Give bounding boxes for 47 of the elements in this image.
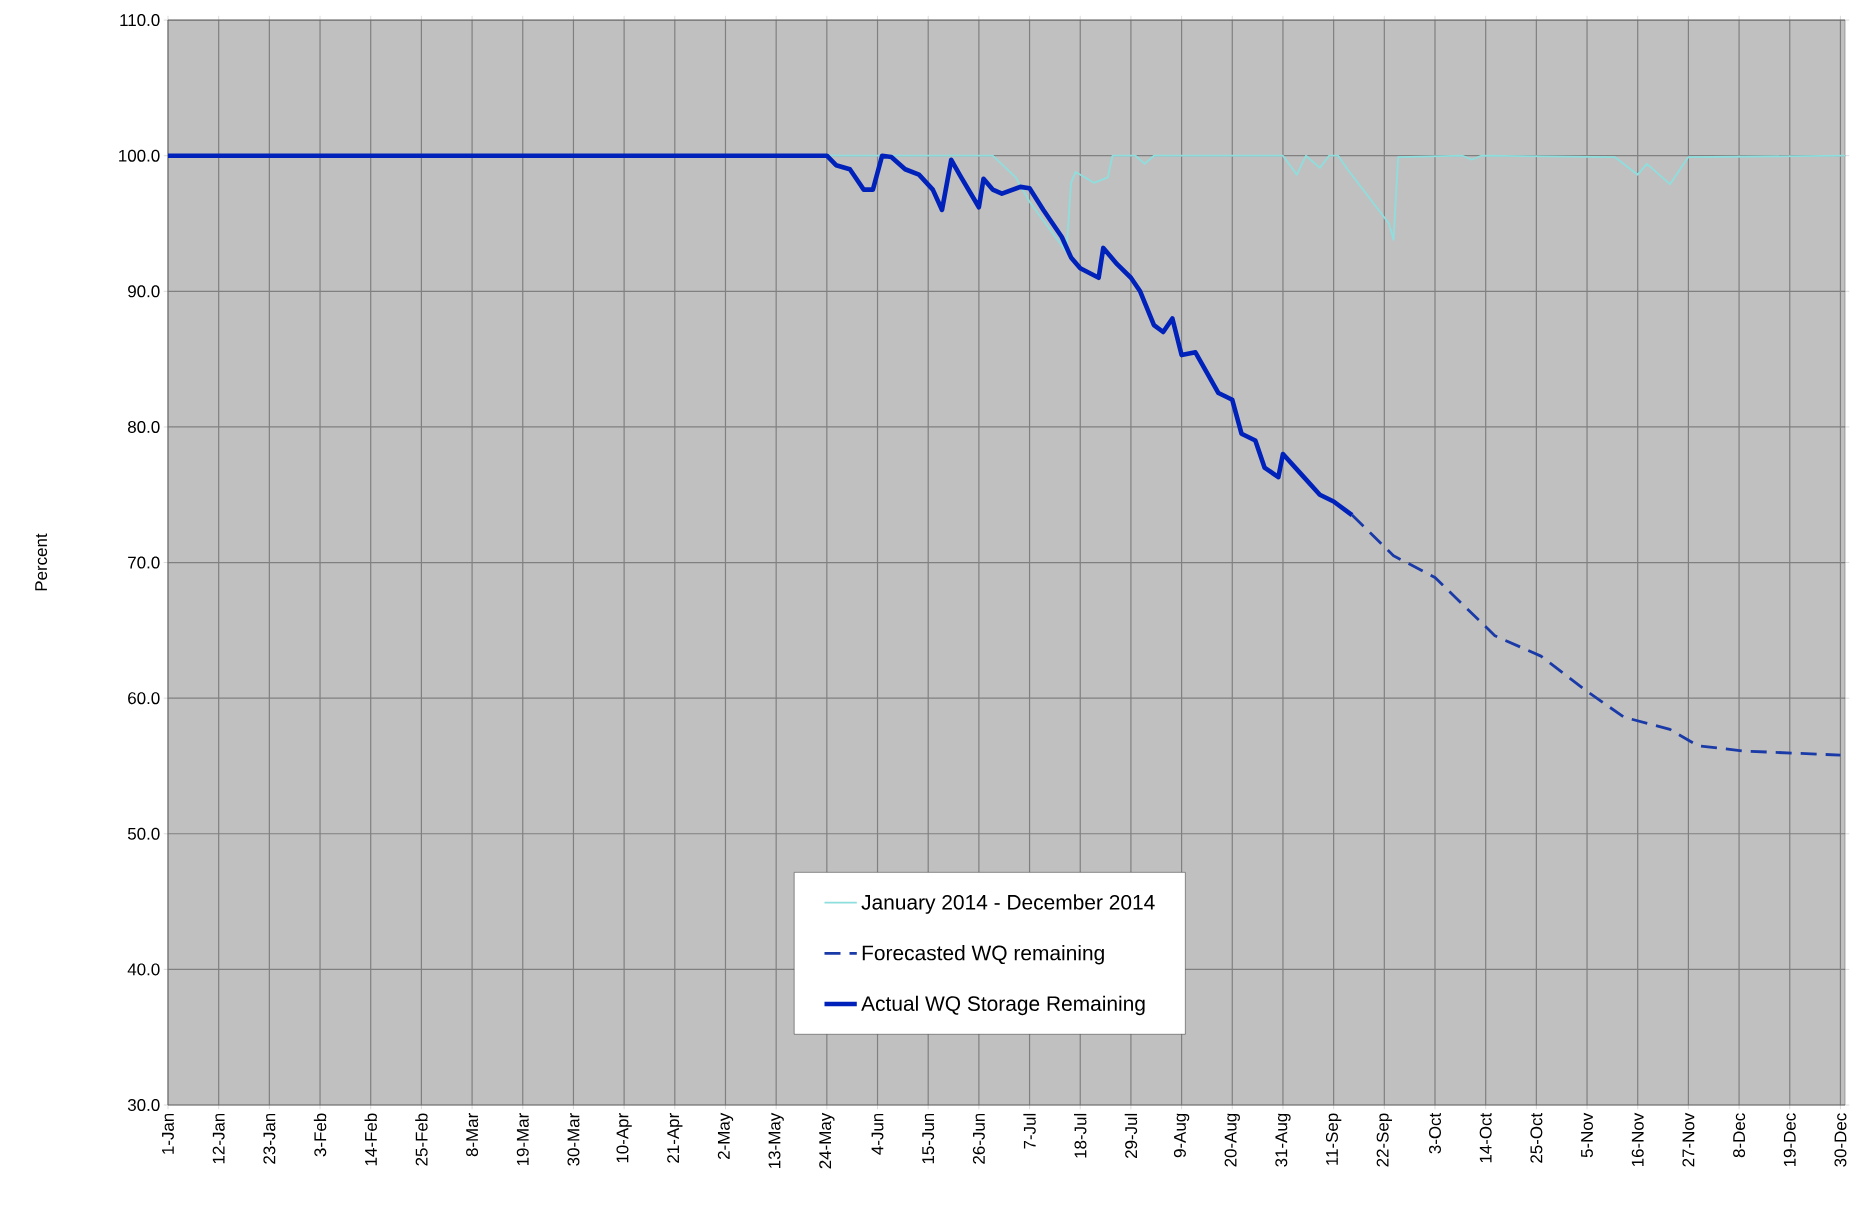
x-tick-label: 19-Dec <box>1783 1113 1796 1167</box>
x-tick-label: 2-May <box>717 1112 734 1159</box>
y-tick-label: 50.0 <box>127 827 160 840</box>
x-tick-label: 1-Jan <box>162 1113 174 1154</box>
y-tick-label: 40.0 <box>127 963 160 976</box>
x-tick-label: 12-Jan <box>212 1113 225 1164</box>
x-tick-label: 8-Dec <box>1733 1113 1746 1158</box>
x-tick-label: 13-May <box>768 1112 784 1168</box>
y-tick-label: 80.0 <box>128 420 160 433</box>
x-tick-label: 21-Apr <box>667 1113 683 1163</box>
x-tick-label: 24-May <box>819 1112 835 1169</box>
x-tick-label: 23-Jan <box>263 1113 276 1164</box>
x-tick-label: 31-Aug <box>1275 1113 1291 1167</box>
y-tick-label: 70.0 <box>128 556 160 569</box>
y-tick-label: 100.0 <box>119 149 160 162</box>
x-tick-label: 20-Aug <box>1224 1113 1240 1167</box>
y-tick-label: 60.0 <box>128 692 160 705</box>
x-tick-label: 25-Oct <box>1530 1112 1543 1163</box>
x-tick-label: 5-Nov <box>1581 1112 1593 1158</box>
legend-label: Actual WQ Storage Remaining <box>861 995 1145 1016</box>
y-tick-label: 90.0 <box>128 285 160 298</box>
x-tick-label: 25-Feb <box>415 1113 428 1166</box>
legend-label: January 2014 - December 2014 <box>861 894 1155 914</box>
y-tick-label: 110.0 <box>120 14 160 27</box>
x-tick-label: 19-Mar <box>516 1113 529 1166</box>
x-tick-label: 3-Oct <box>1429 1112 1441 1154</box>
x-tick-label: 7-Jul <box>1023 1113 1036 1149</box>
x-tick-label: 4-Jun <box>871 1113 884 1155</box>
x-tick-label: 30-Dec <box>1834 1113 1847 1167</box>
x-tick-label: 15-Jun <box>922 1113 935 1164</box>
x-tick-label: 18-Jul <box>1074 1113 1087 1158</box>
x-tick-label: 27-Nov <box>1682 1112 1695 1167</box>
x-tick-label: 3-Feb <box>313 1113 327 1157</box>
x-tick-label: 16-Nov <box>1631 1112 1644 1167</box>
x-tick-label: 26-Jun <box>972 1113 985 1164</box>
x-tick-label: 29-Jul <box>1124 1113 1138 1159</box>
legend-label: Forecasted WQ remaining <box>862 945 1104 965</box>
x-tick-label: 14-Oct <box>1479 1112 1492 1163</box>
x-tick-label: 22-Sep <box>1376 1113 1392 1167</box>
x-tick-label: 8-Mar <box>466 1113 479 1157</box>
x-tick-label: 9-Aug <box>1173 1113 1190 1158</box>
x-tick-label: 30-Mar <box>567 1113 580 1166</box>
y-tick-label: 30.0 <box>127 1099 160 1111</box>
x-tick-label: 11-Sep <box>1325 1113 1342 1165</box>
x-tick-label: 10-Apr <box>616 1113 632 1163</box>
y-axis-title: Percent <box>35 533 48 591</box>
x-tick-label: 14-Feb <box>364 1113 377 1166</box>
